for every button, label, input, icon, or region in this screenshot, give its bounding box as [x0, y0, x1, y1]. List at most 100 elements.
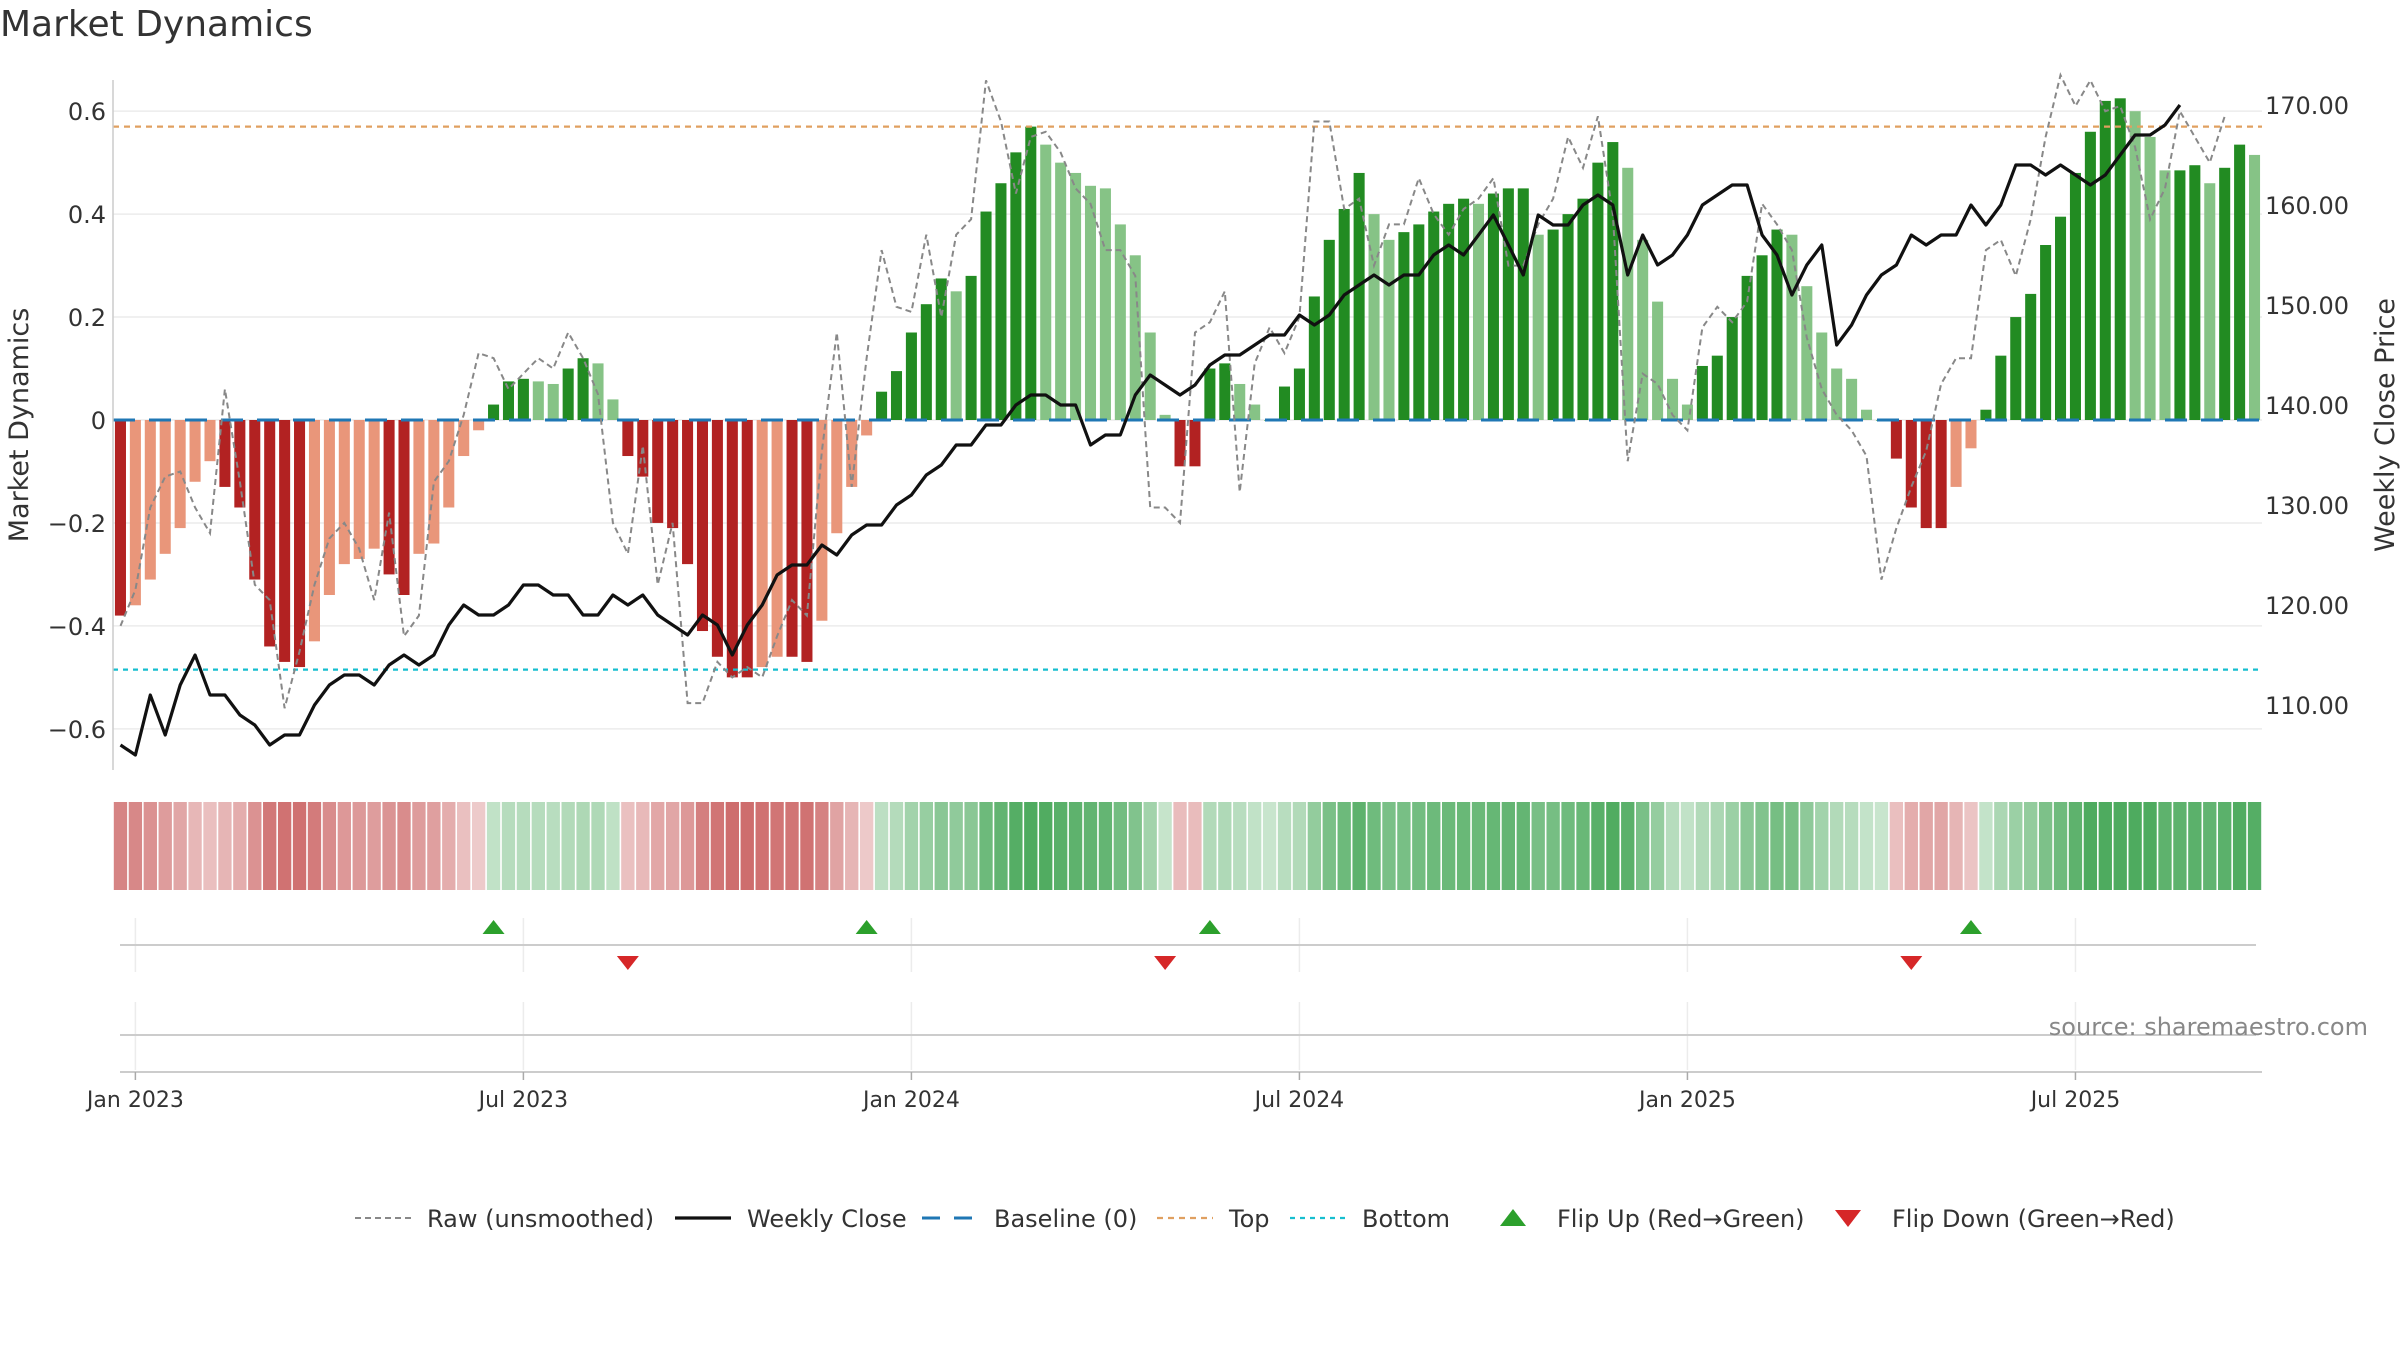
heat-strip-cell — [2083, 802, 2098, 890]
bar — [2204, 183, 2216, 420]
heat-strip-cell — [785, 802, 799, 890]
heat-strip-cell — [1606, 802, 1620, 890]
bar — [1637, 239, 1649, 420]
bar — [2055, 216, 2067, 420]
heat-strip-cell — [1546, 802, 1560, 890]
bar — [1159, 414, 1171, 420]
bar — [1965, 420, 1977, 449]
bar — [622, 420, 634, 457]
heat-strip-cell — [1068, 802, 1083, 890]
bar — [413, 420, 425, 554]
heat-strip-cell — [710, 802, 725, 890]
bar — [2234, 144, 2246, 420]
heat-strip-cell — [2098, 802, 2112, 890]
bar — [1801, 286, 1813, 420]
heat-strip-cell — [889, 802, 904, 890]
heat-strip-cell — [143, 802, 157, 890]
heat-strip-cell — [2218, 802, 2232, 890]
x-tick-label: Jul 2025 — [2029, 1088, 2121, 1113]
bar — [995, 183, 1007, 420]
y2-tick-label: 110.00 — [2265, 692, 2349, 720]
heat-strip-cell — [1919, 802, 1933, 890]
heat-strip-cell — [1367, 802, 1381, 890]
heat-strip-cell — [1516, 802, 1530, 890]
bar — [398, 420, 410, 595]
bar — [1189, 420, 1201, 467]
heat-strip-cell — [2068, 802, 2083, 890]
heat-strip-cell — [2143, 802, 2157, 890]
heat-strip-cell — [770, 802, 784, 890]
flip-markers-panel — [120, 918, 2256, 972]
bar — [1293, 368, 1305, 420]
bar — [174, 420, 186, 529]
bar — [2189, 165, 2201, 420]
bar — [1622, 167, 1634, 420]
heat-strip-cell — [815, 802, 829, 890]
bar — [2010, 317, 2022, 420]
y2-tick-label: 130.00 — [2265, 492, 2349, 520]
heat-strip-cell — [606, 802, 620, 890]
legend-flip-down-swatch — [1835, 1210, 1861, 1227]
bar — [1696, 365, 1708, 420]
bar — [547, 383, 559, 420]
heat-strip-cell — [307, 802, 322, 890]
heat-strip-cell — [412, 802, 426, 890]
bar — [1114, 224, 1126, 420]
heat-strip-cell — [904, 802, 919, 890]
heat-strip-cell — [442, 802, 456, 890]
heat-strip-cell — [859, 802, 874, 890]
bar — [1666, 378, 1679, 420]
bar — [2174, 170, 2186, 420]
bar — [1905, 420, 1917, 508]
heat-strip-cell — [1695, 802, 1710, 890]
bar — [1129, 255, 1141, 420]
lines-layer — [113, 72, 2262, 757]
bar — [1995, 355, 2007, 420]
heat-strip-cell — [1292, 802, 1307, 890]
bar — [801, 420, 813, 662]
x-tick-label: Jul 2024 — [1253, 1088, 1345, 1113]
bar — [1234, 383, 1246, 420]
heat-strip-cell — [665, 802, 680, 890]
legend-label: Flip Up (Red→Green) — [1557, 1205, 1805, 1233]
heat-strip-cell — [457, 802, 471, 890]
bar — [1681, 404, 1693, 420]
bar — [1741, 275, 1753, 420]
heat-strip-cell — [874, 802, 889, 890]
bar — [562, 368, 574, 420]
bar — [1532, 234, 1544, 420]
heat-strip-cell — [1636, 802, 1650, 890]
bar — [1308, 296, 1320, 420]
heat-strip-cell — [1397, 802, 1411, 890]
bar — [1816, 332, 1828, 420]
bar — [950, 291, 962, 420]
bar — [2040, 245, 2052, 420]
heat-strip-cell — [1337, 802, 1351, 890]
heat-strip-cell — [427, 802, 441, 890]
heat-strip-cell — [1740, 802, 1754, 890]
heat-strip-cell — [2188, 802, 2202, 890]
heat-strip-cell — [113, 802, 128, 890]
bar — [2249, 154, 2261, 421]
bar — [607, 399, 619, 420]
bar — [667, 420, 679, 529]
bars-layer — [114, 98, 2261, 678]
heat-strip-cell — [1576, 802, 1590, 890]
bar — [1099, 188, 1111, 420]
heat-strip-cell — [516, 802, 531, 890]
heat-strip-cell — [2232, 802, 2247, 890]
heat-strip-cell — [1203, 802, 1217, 890]
heat-strip-cell — [1800, 802, 1814, 890]
heat-strip-cell — [233, 802, 247, 890]
bar — [1174, 420, 1186, 467]
heat-strip-cell — [1173, 802, 1187, 890]
heat-strip-cell — [1382, 802, 1396, 890]
bar — [1413, 224, 1425, 420]
heat-strip-cell — [1889, 802, 1904, 890]
heat-strip-cell — [695, 802, 710, 890]
bar — [517, 378, 529, 420]
y-tick-label: −0.4 — [48, 613, 106, 641]
heat-strip-cell — [1098, 802, 1113, 890]
bar — [890, 371, 903, 420]
